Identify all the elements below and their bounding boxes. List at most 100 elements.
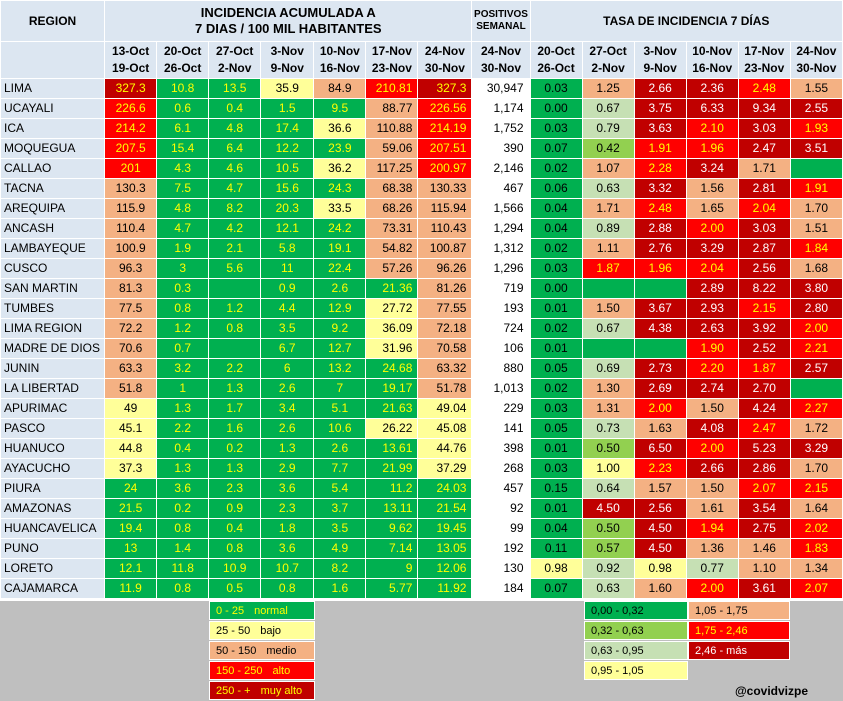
region-name: AMAZONAS xyxy=(0,498,106,519)
rate-cell: 1.46 xyxy=(737,538,791,559)
incidence-cell: 2.6 xyxy=(260,418,315,439)
incidence-cell: 2.2 xyxy=(208,358,262,379)
rate-cell: 1.96 xyxy=(633,258,687,279)
incidence-cell: 0.9 xyxy=(208,498,262,519)
table-row: LIMA 327.3 10.8 13.5 35.9 84.9 210.81 327.3 30,9… xyxy=(0,78,843,99)
rate-cell: 0.69 xyxy=(581,358,635,379)
region-name: HUANCAVELICA xyxy=(0,518,106,539)
region-name: AYACUCHO xyxy=(0,458,106,479)
incidence-cell: 68.38 xyxy=(365,178,419,199)
rate-cell: 1.57 xyxy=(633,478,687,499)
table-row: PASCO 45.1 2.2 1.6 2.6 10.6 26.22 45.08 141 0.05 0… xyxy=(0,418,843,439)
rate-cell: 0.01 xyxy=(529,338,583,359)
rate-cell: 0.00 xyxy=(529,278,583,299)
table-row: HUANUCO 44.8 0.4 0.2 1.3 2.6 13.61 44.76 398 0.01… xyxy=(0,438,843,459)
rate-cell: 1.91 xyxy=(633,138,687,159)
positivos-cell: 184 xyxy=(471,578,531,599)
incidence-cell: 57.26 xyxy=(365,258,419,279)
incidence-cell: 4.7 xyxy=(156,218,210,239)
incidence-cell: 17.4 xyxy=(260,118,315,139)
positivos-cell: 1,312 xyxy=(471,238,531,259)
rate-cell: 2.07 xyxy=(789,578,843,599)
rate-cell: 0.03 xyxy=(529,118,583,139)
rate-cell: 2.75 xyxy=(737,518,791,539)
rate-cell: 4.50 xyxy=(633,538,687,559)
incidence-cell: 11.8 xyxy=(156,558,210,579)
incidence-cell: 1.7 xyxy=(208,398,262,419)
incidence-cell: 63.3 xyxy=(104,358,158,379)
incidence-cell: 110.43 xyxy=(417,218,473,239)
incidence-cell: 12.7 xyxy=(313,338,367,359)
incidence-cell: 0.8 xyxy=(208,538,262,559)
incidence-cell: 4.6 xyxy=(208,158,262,179)
incidence-cell: 1.6 xyxy=(313,578,367,599)
incidence-period-2: 27-Oct 2-Nov xyxy=(208,41,262,79)
rate-cell: 2.20 xyxy=(685,358,739,379)
incidence-cell: 15.4 xyxy=(156,138,210,159)
rate-cell: 0.92 xyxy=(581,558,635,579)
region-name: APURIMAC xyxy=(0,398,106,419)
incidence-cell: 11 xyxy=(260,258,315,279)
rate-cell: 3.92 xyxy=(737,318,791,339)
incidence-cell: 96.26 xyxy=(417,258,473,279)
incidence-cell: 81.26 xyxy=(417,278,473,299)
rate-period-end: 2-Nov xyxy=(591,61,625,75)
incidence-cell: 3.5 xyxy=(313,518,367,539)
incidence-cell: 4.9 xyxy=(313,538,367,559)
rate-cell: 2.27 xyxy=(789,398,843,419)
incidence-cell: 2.1 xyxy=(208,238,262,259)
incidence-cell: 4.7 xyxy=(208,178,262,199)
incidence-cell: 23.9 xyxy=(313,138,367,159)
region-name: PASCO xyxy=(0,418,106,439)
positivos-cell: 229 xyxy=(471,398,531,419)
incidence-cell: 2.2 xyxy=(156,418,210,439)
incidence-period-4: 10-Nov 16-Nov xyxy=(313,41,367,79)
legend-incidence-item: 25 - 50 bajo xyxy=(209,621,315,640)
rate-cell: 0.03 xyxy=(529,258,583,279)
table-row: TACNA 130.3 7.5 4.7 15.6 24.3 68.38 130.33 467 0.… xyxy=(0,178,843,199)
rate-cell: 3.29 xyxy=(789,438,843,459)
incidence-cell: 22.4 xyxy=(313,258,367,279)
incidence-cell: 33.5 xyxy=(313,198,367,219)
incidence-cell: 4.3 xyxy=(156,158,210,179)
positivos-cell: 141 xyxy=(471,418,531,439)
rate-cell: 1.63 xyxy=(633,418,687,439)
incidence-cell: 72.18 xyxy=(417,318,473,339)
incidence-cell: 5.4 xyxy=(313,478,367,499)
incidence-period-end: 23-Nov xyxy=(371,61,412,75)
incidence-cell: 1.3 xyxy=(208,458,262,479)
rate-cell: 2.47 xyxy=(737,138,791,159)
incidence-cell: 15.6 xyxy=(260,178,315,199)
incidence-cell: 3.6 xyxy=(260,478,315,499)
rate-cell: 1.50 xyxy=(685,478,739,499)
rate-cell: 3.32 xyxy=(633,178,687,199)
incidence-cell: 3 xyxy=(156,258,210,279)
rate-cell xyxy=(581,338,635,359)
incidence-cell: 0.8 xyxy=(260,578,315,599)
rate-cell: 1.91 xyxy=(789,178,843,199)
incidence-cell: 6.7 xyxy=(260,338,315,359)
incidence-cell: 1.8 xyxy=(260,518,315,539)
incidence-cell: 115.94 xyxy=(417,198,473,219)
incidence-cell: 2.3 xyxy=(260,498,315,519)
region-name: MADRE DE DIOS xyxy=(0,338,106,359)
region-name: LIMA xyxy=(0,78,106,99)
rate-cell: 0.50 xyxy=(581,518,635,539)
incidence-cell: 36.2 xyxy=(313,158,367,179)
rate-cell: 2.76 xyxy=(633,238,687,259)
incidence-period-6: 24-Nov 30-Nov xyxy=(417,41,473,79)
rate-cell: 2.57 xyxy=(789,358,843,379)
incidence-cell: 327.3 xyxy=(104,78,158,99)
legend-rate-item: 2,46 - más xyxy=(688,641,790,660)
rate-cell: 0.98 xyxy=(529,558,583,579)
incidence-cell: 4.2 xyxy=(208,218,262,239)
incidence-period-end: 9-Nov xyxy=(270,61,304,75)
rate-cell xyxy=(633,278,687,299)
rate-cell: 2.55 xyxy=(789,98,843,119)
legend-incidence-item: 150 - 250 alto xyxy=(209,661,315,680)
rate-cell: 1.93 xyxy=(789,118,843,139)
rate-cell: 2.48 xyxy=(737,78,791,99)
incidence-cell: 7.14 xyxy=(365,538,419,559)
incidence-cell: 1.4 xyxy=(156,538,210,559)
region-name: LORETO xyxy=(0,558,106,579)
